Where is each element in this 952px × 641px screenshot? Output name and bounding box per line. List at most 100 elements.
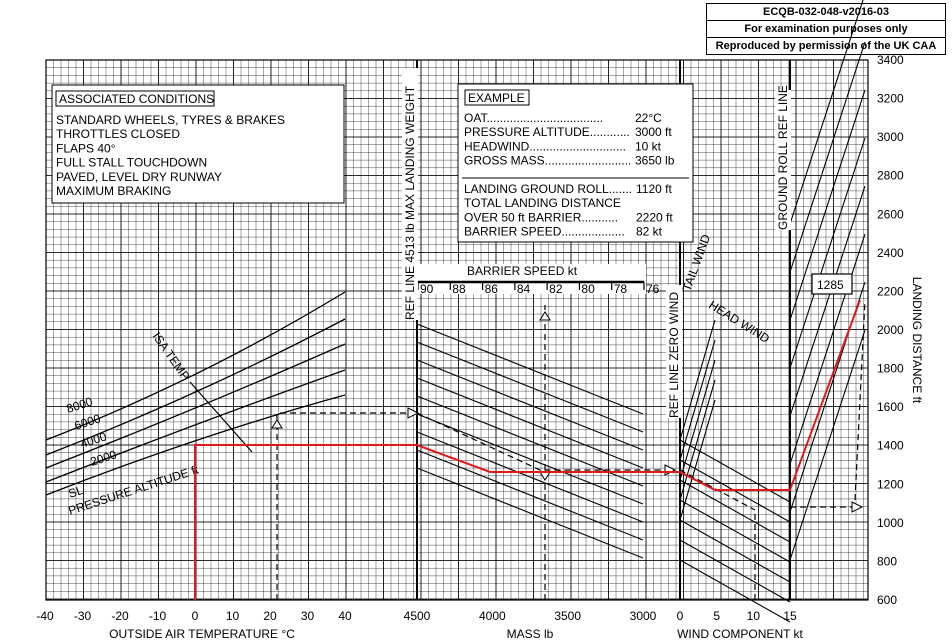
pressure-altitude-title: PRESSURE ALTITUDE ft bbox=[67, 462, 201, 517]
condition-line: THROTTLES CLOSED bbox=[56, 127, 180, 141]
barrier-speed-tick: 80 bbox=[581, 282, 595, 296]
barrier-speed-bg bbox=[414, 264, 646, 294]
x-tick-temp: 30 bbox=[301, 609, 315, 623]
barrier-speed-tick: 88 bbox=[452, 282, 466, 296]
arrow-head bbox=[664, 464, 677, 476]
example-result-value: 82 kt bbox=[636, 225, 663, 239]
ground-roll-ref-label-bg bbox=[775, 90, 791, 230]
example-value: 3650 lb bbox=[635, 154, 675, 168]
x-tick-wind: 5 bbox=[713, 609, 720, 623]
pressure-altitude-curve bbox=[45, 291, 346, 441]
y-tick-label: 2000 bbox=[877, 323, 904, 337]
example-verticals bbox=[544, 299, 866, 600]
condition-line: PAVED, LEVEL DRY RUNWAY bbox=[56, 170, 222, 184]
ground-roll-guide-line bbox=[789, 41, 866, 273]
question-code: ECQB-032-048-v2016-03 bbox=[707, 4, 945, 21]
y-axis-label: LANDING DISTANCE ft bbox=[910, 277, 924, 404]
header-box: ECQB-032-048-v2016-03 For examination pu… bbox=[706, 3, 946, 55]
y-tick-label: 600 bbox=[877, 593, 897, 607]
condition-line: FLAPS 40° bbox=[56, 141, 116, 155]
chart-curves bbox=[45, 0, 866, 623]
answer-value: 1285 bbox=[817, 278, 844, 292]
x-tick-temp: -40 bbox=[36, 609, 54, 623]
headwind-guide-line bbox=[679, 559, 791, 623]
ground-roll-guide-line bbox=[789, 137, 866, 369]
arrow-head bbox=[407, 407, 420, 419]
mass-guide-line bbox=[416, 431, 644, 523]
ref-line-wind-label: REF LINE ZERO WIND bbox=[667, 292, 681, 418]
x-tick-wind: 15 bbox=[783, 609, 797, 623]
ground-roll-guide-line bbox=[789, 233, 866, 465]
y-tick-label: 2800 bbox=[877, 169, 904, 183]
conditions-box bbox=[51, 84, 345, 204]
mass-guide-line bbox=[416, 359, 644, 451]
headwind-guide-line bbox=[679, 479, 791, 543]
example-label: HEADWIND............................. bbox=[464, 139, 626, 153]
headwind-guide-line bbox=[679, 519, 791, 583]
ground-roll-guide-line bbox=[789, 329, 866, 561]
x-axis-label-mass: MASS lb bbox=[507, 627, 554, 641]
arrow-head bbox=[539, 311, 551, 321]
condition-line: FULL STALL TOUCHDOWN bbox=[56, 156, 207, 170]
barrier-speed-tick: 84 bbox=[517, 282, 531, 296]
conditions-title-frame bbox=[55, 90, 215, 107]
example-path bbox=[276, 412, 860, 600]
example-result-label: BARRIER SPEED................... bbox=[464, 225, 625, 239]
exam-note: For examination purposes only bbox=[707, 21, 945, 38]
example-result-value: 2220 ft bbox=[636, 210, 673, 224]
y-tick-label: 3400 bbox=[877, 53, 904, 67]
ground-roll-guide-line bbox=[789, 0, 864, 225]
ref-line-mass-label-bg bbox=[402, 68, 418, 320]
x-tick-temp: 0 bbox=[192, 609, 199, 623]
headwind-guide-line bbox=[679, 499, 791, 563]
pressure-altitude-label-sl: SL bbox=[67, 483, 86, 501]
ref-line-wind-label-bg bbox=[666, 285, 682, 418]
barrier-speed-label: BARRIER SPEED kt bbox=[467, 264, 578, 278]
barrier-speed-tick: 86 bbox=[485, 282, 499, 296]
example-value: 3000 ft bbox=[635, 125, 672, 139]
mass-guide-line bbox=[416, 467, 644, 559]
ground-roll-guide-line bbox=[789, 89, 866, 321]
y-tick-label: 2200 bbox=[877, 284, 904, 298]
example-label: OAT................................... bbox=[464, 111, 603, 125]
example-label: PRESSURE ALTITUDE............ bbox=[464, 125, 630, 139]
answer-box bbox=[811, 273, 853, 295]
pressure-altitude-label: 8000 bbox=[65, 394, 95, 416]
y-tick-label: 1800 bbox=[877, 362, 904, 376]
ground-roll-ref-label: GROUND ROLL REF LINE bbox=[776, 85, 790, 230]
tailwind-guide-line bbox=[679, 399, 716, 521]
tailwind-guide-line bbox=[679, 319, 716, 441]
x-tick-temp: -10 bbox=[149, 609, 167, 623]
arrow-head bbox=[271, 419, 283, 429]
condition-line: MAXIMUM BRAKING bbox=[56, 184, 171, 198]
x-axis-label-wind: WIND COMPONENT kt bbox=[677, 627, 803, 641]
pressure-altitude-curve bbox=[45, 343, 346, 469]
x-tick-temp: -30 bbox=[74, 609, 92, 623]
x-tick-temp: -20 bbox=[111, 609, 129, 623]
y-tick-label: 1200 bbox=[877, 477, 904, 491]
isa-temp-line bbox=[189, 381, 253, 453]
x-tick-temp: 10 bbox=[226, 609, 240, 623]
example-result-value: 1120 ft bbox=[636, 182, 672, 196]
barrier-speed-tick: 78 bbox=[614, 282, 628, 296]
headwind-guide-line bbox=[679, 539, 791, 603]
tailwind-guide-line bbox=[679, 379, 716, 501]
permission-note: Reproduced by permission of the UK CAA bbox=[715, 40, 937, 52]
example-value: 22°C bbox=[635, 111, 662, 125]
conditions-title: ASSOCIATED CONDITIONS bbox=[59, 92, 214, 106]
y-tick-label: 800 bbox=[877, 554, 897, 568]
example-result-label: OVER 50 ft BARRIER........... bbox=[464, 210, 618, 224]
mass-guide-line bbox=[416, 377, 644, 469]
mass-guide-line bbox=[416, 323, 644, 415]
y-tick-label: 1600 bbox=[877, 400, 904, 414]
condition-line: STANDARD WHEELS, TYRES & BRAKES bbox=[56, 113, 285, 127]
pressure-altitude-curve bbox=[45, 369, 346, 483]
tailwind-guide-line bbox=[679, 359, 716, 481]
mass-guide-line bbox=[416, 449, 644, 541]
barrier-speed-tick: 90 bbox=[420, 282, 434, 296]
x-tick-temp: 40 bbox=[338, 609, 352, 623]
y-tick-label: 3000 bbox=[877, 130, 904, 144]
pressure-altitude-label: 2000 bbox=[89, 447, 119, 469]
tailwind-guide-line bbox=[679, 339, 716, 461]
